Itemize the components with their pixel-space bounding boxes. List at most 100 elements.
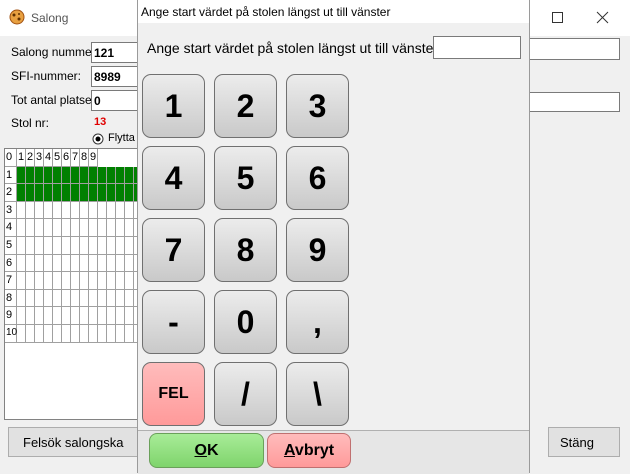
seat-cell[interactable] (62, 201, 71, 220)
key[interactable]: 8 (214, 218, 277, 282)
seat-cell[interactable] (44, 237, 53, 255)
seat-cell[interactable] (116, 219, 125, 237)
seat-cell[interactable] (71, 254, 80, 273)
seat-cell[interactable] (107, 289, 116, 308)
seat-cell[interactable] (98, 272, 107, 290)
seat-cell[interactable] (62, 307, 71, 325)
seat-cell[interactable] (116, 289, 125, 308)
field-input[interactable]: 8989 (91, 66, 138, 87)
seat-cell[interactable] (107, 272, 116, 290)
seat-cell[interactable] (71, 289, 80, 308)
seat-cell[interactable] (35, 272, 44, 290)
seat-cell[interactable] (71, 237, 80, 255)
key[interactable]: 4 (142, 146, 205, 210)
seat-cell[interactable] (80, 219, 89, 237)
seat-cell[interactable] (44, 272, 53, 290)
seat-cell[interactable] (89, 272, 98, 290)
seat-cell[interactable] (35, 254, 44, 273)
seat-cell[interactable] (17, 219, 26, 237)
seat-cell[interactable] (17, 325, 26, 343)
seat-cell[interactable] (26, 219, 35, 237)
cancel-button[interactable]: Avbryt (267, 433, 351, 468)
seat-cell[interactable] (89, 184, 98, 202)
seat-cell[interactable] (35, 166, 44, 185)
seat-cell[interactable] (17, 289, 26, 308)
seat-cell[interactable] (80, 166, 89, 185)
seat-cell[interactable] (116, 184, 125, 202)
seat-cell[interactable] (44, 219, 53, 237)
seat-cell[interactable] (53, 237, 62, 255)
field-input[interactable]: 0 (91, 90, 138, 111)
close-button[interactable]: Stäng (548, 427, 620, 457)
seat-cell[interactable] (98, 166, 107, 185)
seat-cell[interactable] (71, 325, 80, 343)
key[interactable]: 0 (214, 290, 277, 354)
seat-cell[interactable] (107, 184, 116, 202)
key[interactable]: 2 (214, 74, 277, 138)
seat-cell[interactable] (125, 184, 134, 202)
seat-cell[interactable] (125, 307, 134, 325)
seat-cell[interactable] (89, 289, 98, 308)
seat-cell[interactable] (107, 254, 116, 273)
seat-cell[interactable] (17, 237, 26, 255)
seat-cell[interactable] (71, 307, 80, 325)
seat-cell[interactable] (26, 307, 35, 325)
seat-cell[interactable] (44, 307, 53, 325)
key[interactable]: 3 (286, 74, 349, 138)
seat-cell[interactable] (17, 272, 26, 290)
seat-cell[interactable] (35, 307, 44, 325)
seat-cell[interactable] (116, 325, 125, 343)
seat-cell[interactable] (125, 201, 134, 220)
seat-cell[interactable] (53, 166, 62, 185)
seat-cell[interactable] (107, 237, 116, 255)
seat-cell[interactable] (53, 289, 62, 308)
seat-cell[interactable] (62, 219, 71, 237)
seat-cell[interactable] (26, 254, 35, 273)
seat-cell[interactable] (62, 184, 71, 202)
seat-cell[interactable] (53, 184, 62, 202)
seat-cell[interactable] (44, 289, 53, 308)
seat-cell[interactable] (80, 325, 89, 343)
seat-cell[interactable] (80, 307, 89, 325)
seat-cell[interactable] (89, 307, 98, 325)
seat-cell[interactable] (35, 289, 44, 308)
seat-cell[interactable] (125, 166, 134, 185)
seat-cell[interactable] (71, 219, 80, 237)
key[interactable]: - (142, 290, 205, 354)
seat-cell[interactable] (17, 184, 26, 202)
seat-cell[interactable] (44, 184, 53, 202)
radio[interactable] (92, 133, 104, 145)
seat-cell[interactable] (26, 166, 35, 185)
value-input[interactable] (433, 36, 521, 59)
seat-cell[interactable] (98, 237, 107, 255)
seat-cell[interactable] (80, 272, 89, 290)
seat-cell[interactable] (71, 201, 80, 220)
seat-cell[interactable] (35, 325, 44, 343)
seat-cell[interactable] (62, 289, 71, 308)
seat-cell[interactable] (107, 307, 116, 325)
seat-cell[interactable] (116, 166, 125, 185)
seat-cell[interactable] (89, 166, 98, 185)
seat-cell[interactable] (71, 166, 80, 185)
seat-cell[interactable] (125, 219, 134, 237)
key[interactable]: 1 (142, 74, 205, 138)
seat-cell[interactable] (62, 272, 71, 290)
seat-cell[interactable] (53, 272, 62, 290)
seat-cell[interactable] (116, 272, 125, 290)
troubleshoot-button[interactable]: Felsök salongska (8, 427, 148, 457)
seat-cell[interactable] (116, 201, 125, 220)
seat-cell[interactable] (26, 289, 35, 308)
seat-cell[interactable] (44, 201, 53, 220)
seat-cell[interactable] (44, 325, 53, 343)
seat-cell[interactable] (89, 325, 98, 343)
seat-cell[interactable] (89, 237, 98, 255)
seat-cell[interactable] (80, 254, 89, 273)
seat-cell[interactable] (80, 289, 89, 308)
seat-cell[interactable] (71, 272, 80, 290)
key[interactable]: , (286, 290, 349, 354)
seat-cell[interactable] (89, 201, 98, 220)
seat-cell[interactable] (116, 237, 125, 255)
seat-cell[interactable] (71, 184, 80, 202)
key[interactable]: FEL (142, 362, 205, 426)
seat-cell[interactable] (17, 254, 26, 273)
